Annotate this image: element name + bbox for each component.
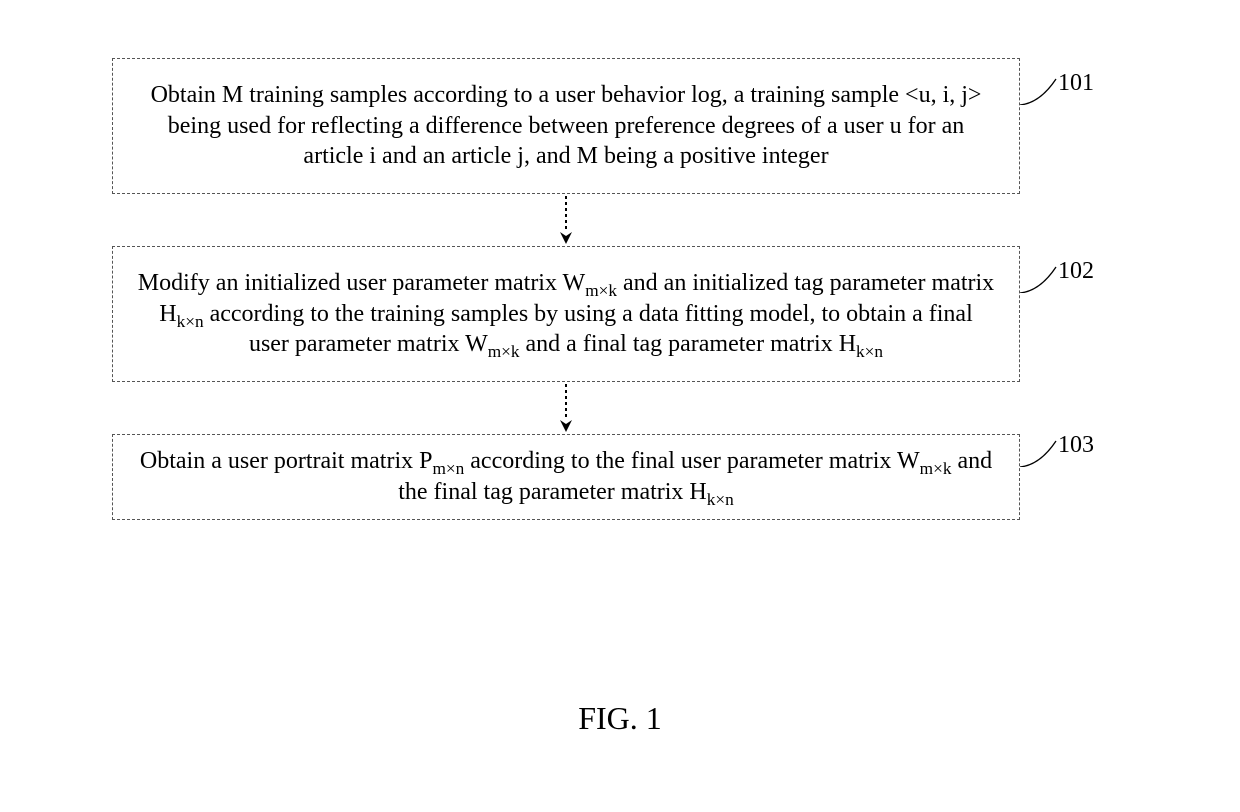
step-label-101: 101 — [1058, 70, 1094, 97]
flow-box-step-102: Modify an initialized user parameter mat… — [112, 246, 1020, 382]
flow-box-step-101: Obtain M training samples according to a… — [112, 58, 1020, 194]
figure-caption: FIG. 1 — [0, 700, 1240, 737]
flow-box-text: Obtain M training samples according to a… — [137, 80, 995, 172]
flow-arrow — [557, 196, 575, 244]
flow-arrow — [557, 384, 575, 432]
flow-box-text: Modify an initialized user parameter mat… — [137, 268, 995, 360]
flow-box-text: Obtain a user portrait matrix Pm×n accor… — [137, 446, 995, 507]
leader-line — [1020, 263, 1058, 293]
leader-line — [1020, 75, 1058, 105]
leader-line — [1020, 437, 1058, 467]
flow-box-step-103: Obtain a user portrait matrix Pm×n accor… — [112, 434, 1020, 520]
step-label-102: 102 — [1058, 258, 1094, 285]
figure-canvas: { "diagram": { "type": "flowchart", "bac… — [0, 0, 1240, 812]
step-label-103: 103 — [1058, 432, 1094, 459]
